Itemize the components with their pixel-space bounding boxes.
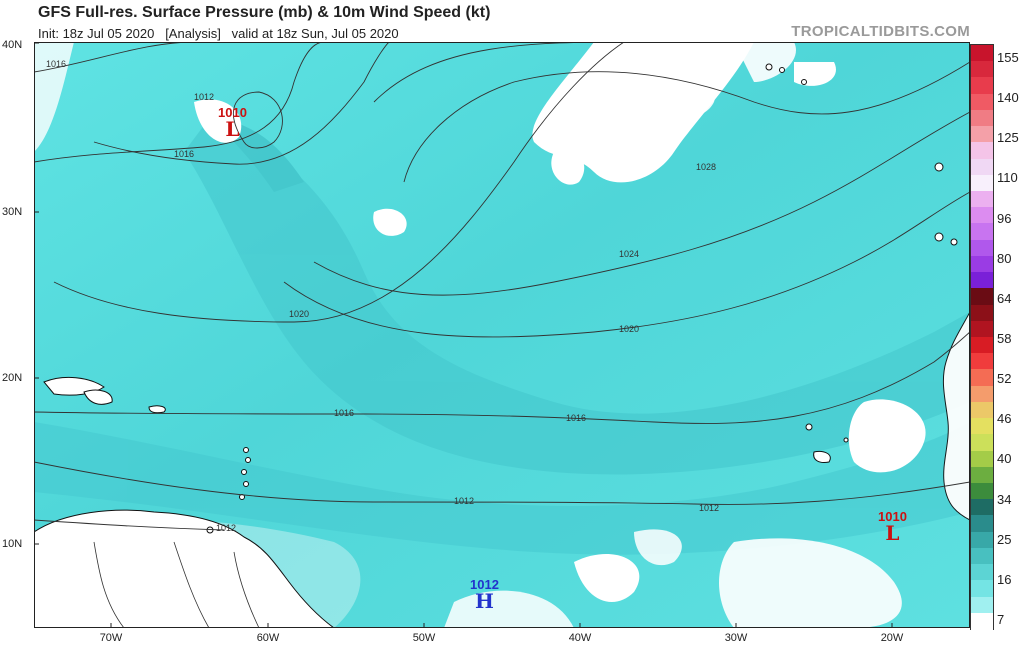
high-pressure-marker: 1012 H [470,578,499,611]
colorbar-segment [971,353,993,371]
colorbar-segment [971,223,993,241]
low-symbol: L [885,521,900,545]
south-america-land [34,509,335,628]
lat-label-20n: 20N [2,372,23,384]
lon-label-20w: 20W [880,632,904,644]
colorbar-tick-label: 7 [997,612,1005,627]
colorbar-segment [971,191,993,208]
colorbar-segment [971,450,993,468]
colorbar-segment [971,174,993,192]
colorbar-segment [971,531,993,549]
lon-label-60w: 60W [256,632,280,644]
colorbar-segment [971,255,993,273]
pressure-value: 1012 [470,577,499,592]
isobar-label: 1016 [566,413,586,423]
colorbar-segment [971,434,993,452]
colorbar-segment [971,401,993,419]
wind-streaks [34,112,970,555]
africa-coast [942,311,970,521]
colorbar-segment [971,304,993,322]
colorbar-tick-label: 25 [997,531,1012,547]
chart-title: GFS Full-res. Surface Pressure (mb) & 10… [38,4,491,21]
colorbar-segment [971,77,993,95]
colorbar-segment [971,142,993,160]
pressure-value: 1010 [218,105,247,120]
brand-watermark: TROPICALTIDBITS.COM [791,23,970,40]
colorbar-tick-label: 58 [997,331,1012,346]
chart-subtitle: Init: 18z Jul 05 2020 [Analysis] valid a… [38,26,399,41]
low-pressure-marker: 1010 L [218,106,247,139]
colorbar-tick-label: 80 [997,250,1012,266]
isobar-label: 1016 [46,59,66,69]
colorbar-segment [971,515,993,533]
colorbar-tick-label: 52 [997,371,1012,387]
colorbar-segment [971,272,993,290]
isobar-label: 1016 [174,149,194,159]
colorbar-segment [971,369,993,387]
wind-speed-colorbar [970,44,994,630]
wind-pressure-map: 1016 1012 1016 1020 1016 1016 1012 1012 … [34,42,970,628]
caribbean-islands [43,63,958,534]
colorbar-tick-label: 40 [997,451,1012,467]
colorbar-segment [971,385,993,403]
colorbar-tick-label: 110 [997,170,1018,186]
colorbar-segment [971,483,993,500]
lat-label-30n: 30N [2,206,23,218]
lon-label-40w: 40W [568,632,592,644]
isobar-labels: 1016 1012 1016 1020 1016 1016 1012 1012 … [46,59,719,533]
colorbar-segment [971,45,993,62]
isobar-label: 1012 [699,503,719,513]
colorbar-segment [971,93,993,111]
colorbar-tick-label: 34 [997,491,1012,507]
isobar-label: 1012 [194,92,214,102]
colorbar-segment [971,158,993,176]
colorbar-segment [971,109,993,127]
colorbar-segment [971,126,993,144]
colorbar-segment [971,337,993,354]
colorbar-segment [971,320,993,338]
isobar-label: 1020 [619,324,639,334]
isobar-label: 1012 [454,496,474,506]
country-borders [93,541,260,628]
colorbar-tick-label: 16 [997,571,1012,587]
colorbar-segment [971,207,993,225]
colorbar-segment [971,564,993,582]
lat-label-40n: 40N [2,39,23,51]
colorbar-segment [971,239,993,257]
colorbar-tick-label: 46 [997,411,1012,427]
colorbar-segment [971,466,993,484]
colorbar-tick-label: 96 [997,210,1012,226]
lon-label-50w: 50W [412,632,436,644]
isobar-label: 1024 [619,249,639,259]
colorbar-segment [971,547,993,565]
pressure-value: 1010 [878,509,907,524]
isobar-label: 1016 [334,408,354,418]
colorbar-segment [971,418,993,436]
isobars [34,42,970,531]
low-symbol: L [225,117,240,141]
colorbar-segment [971,499,993,517]
colorbar-tick-label: 64 [997,290,1012,306]
isobar-label: 1028 [696,162,716,172]
colorbar-segment [971,288,993,306]
colorbar-segment [971,596,993,614]
lat-label-10n: 10N [2,538,23,550]
lon-label-70w: 70W [99,632,123,644]
colorbar-segment [971,612,993,630]
lon-label-30w: 30W [724,632,748,644]
colorbar-segment [971,580,993,598]
high-symbol: H [475,589,494,613]
isobar-label: 1020 [289,309,309,319]
colorbar-tick-label: 125 [997,130,1019,146]
isobar-label: 1012 [216,523,236,533]
colorbar-segment [971,61,993,79]
colorbar-tick-label: 140 [997,90,1019,106]
colorbar-tick-label: 155 [997,50,1019,65]
low-pressure-marker: 1010 L [878,510,907,543]
